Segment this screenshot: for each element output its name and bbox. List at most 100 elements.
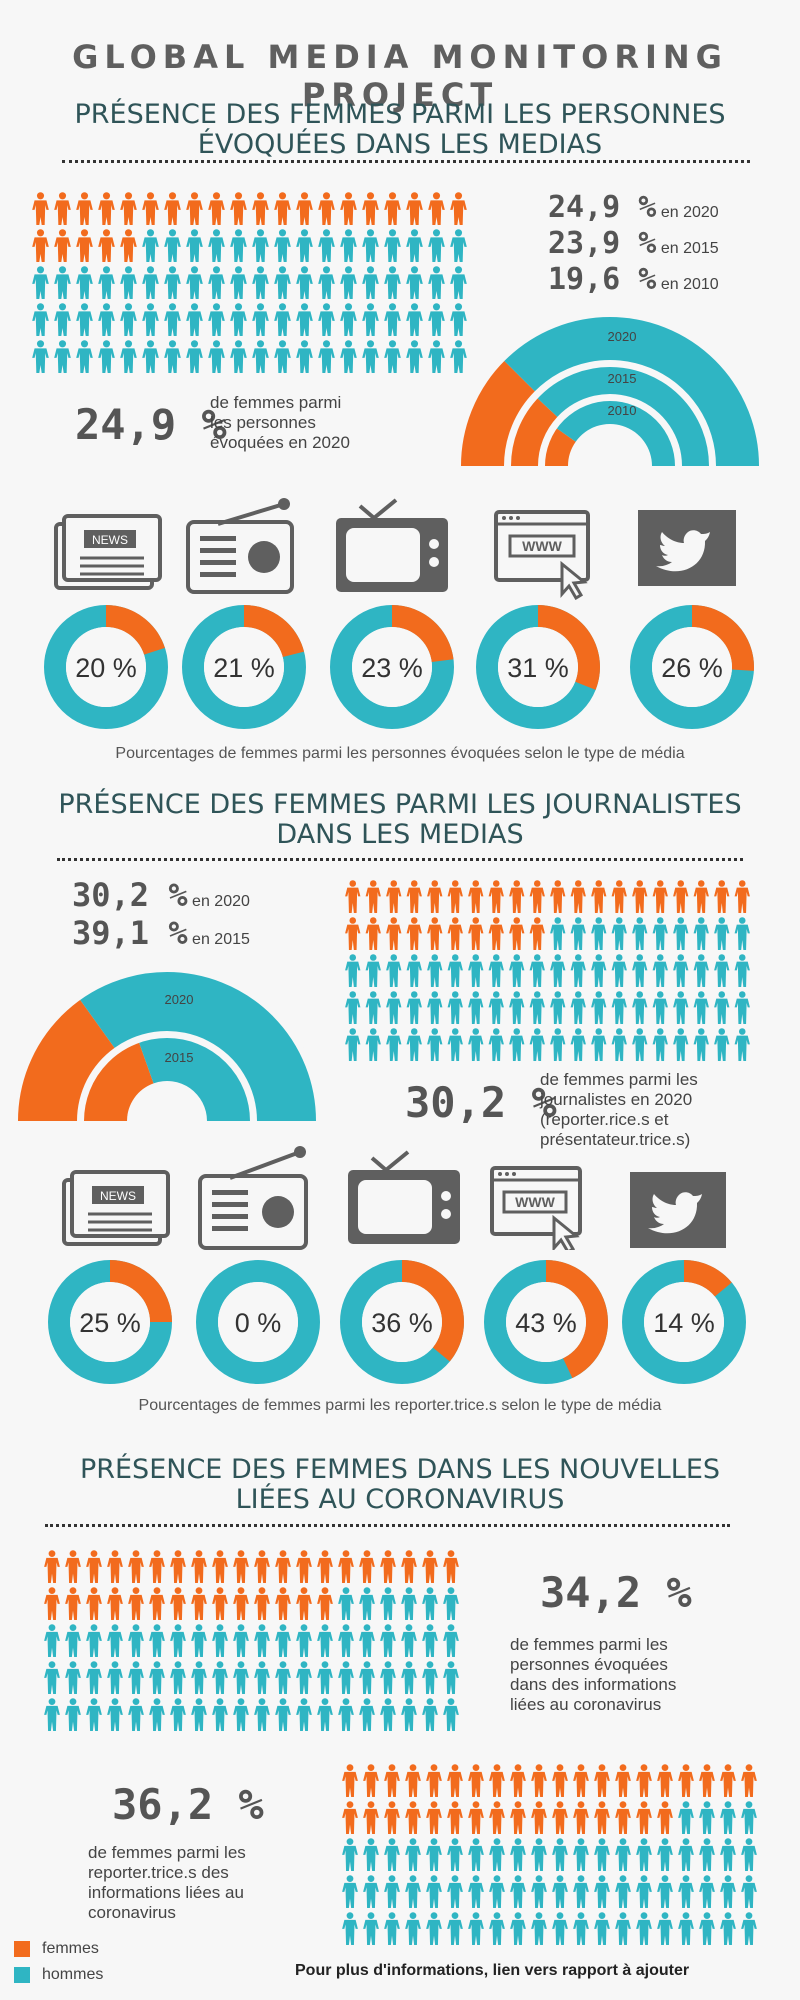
year-label: en 2020 bbox=[192, 893, 250, 910]
person-man bbox=[186, 340, 203, 373]
donut-women-arc bbox=[244, 605, 305, 658]
person-woman bbox=[509, 880, 525, 913]
arc-men-2020 bbox=[78, 969, 319, 1121]
person-man bbox=[405, 1912, 421, 1945]
person-man bbox=[212, 1698, 228, 1731]
person-man bbox=[342, 1912, 358, 1945]
person-man bbox=[488, 954, 504, 987]
person-man bbox=[450, 340, 467, 373]
person-man bbox=[632, 954, 648, 987]
person-man bbox=[741, 1912, 757, 1945]
person-woman bbox=[714, 880, 730, 913]
person-man bbox=[208, 303, 225, 336]
person-woman bbox=[552, 1801, 568, 1834]
person-man bbox=[233, 1698, 249, 1731]
person-man bbox=[318, 229, 335, 262]
section2-title-line2: DANS LES MEDIAS bbox=[276, 819, 524, 850]
person-woman bbox=[76, 229, 93, 262]
person-man bbox=[365, 954, 381, 987]
person-man bbox=[636, 1838, 652, 1871]
person-man bbox=[447, 1028, 463, 1061]
person-man bbox=[386, 954, 402, 987]
person-woman bbox=[186, 192, 203, 225]
donut-label: 26 % bbox=[661, 653, 723, 683]
pictogram-covid-evoked bbox=[44, 1550, 459, 1731]
person-man bbox=[65, 1698, 81, 1731]
year-label: en 2020 bbox=[660, 204, 719, 221]
desc-covid-journalists: de femmes parmi les reporter.trice.s des… bbox=[88, 1843, 246, 1923]
desc-line: journalistes en 2020 bbox=[540, 1090, 693, 1109]
person-man bbox=[509, 991, 525, 1024]
donut-men-ring bbox=[196, 1260, 320, 1384]
person-man bbox=[427, 1028, 443, 1061]
person-man bbox=[406, 954, 422, 987]
arc-label-2010: 2010 bbox=[608, 403, 637, 418]
person-man bbox=[274, 266, 291, 299]
person-woman bbox=[550, 880, 566, 913]
semi-donut-journalists-by-year: 2020 2015 bbox=[12, 966, 322, 1122]
person-man bbox=[573, 1912, 589, 1945]
person-woman bbox=[98, 192, 115, 225]
section3-title: PRÉSENCE DES FEMMES DANS LES NOUVELLES L… bbox=[20, 1455, 780, 1515]
person-woman bbox=[632, 880, 648, 913]
footer-link[interactable]: Pour plus d'informations, lien vers rapp… bbox=[295, 1962, 690, 1979]
twitter-icon bbox=[638, 510, 736, 586]
person-man bbox=[552, 1838, 568, 1871]
desc-line: liées au coronavirus bbox=[510, 1695, 662, 1714]
section2-title: PRÉSENCE DES FEMMES PARMI LES JOURNALIST… bbox=[20, 790, 780, 850]
person-man bbox=[359, 1661, 375, 1694]
person-man bbox=[44, 1624, 60, 1657]
caption-journalists-by-media: Pourcentages de femmes parmi les reporte… bbox=[138, 1397, 662, 1414]
person-man bbox=[426, 1875, 442, 1908]
person-man bbox=[359, 1624, 375, 1657]
pictogram-journalists-2020 bbox=[345, 880, 750, 1061]
donut-label: 21 % bbox=[213, 653, 275, 683]
person-woman bbox=[406, 917, 422, 950]
arc-label-2015: 2015 bbox=[165, 1050, 194, 1065]
person-woman bbox=[531, 1801, 547, 1834]
person-man bbox=[342, 1875, 358, 1908]
person-man bbox=[450, 303, 467, 336]
person-man bbox=[611, 991, 627, 1024]
person-man bbox=[443, 1624, 459, 1657]
person-man bbox=[362, 229, 379, 262]
person-man bbox=[693, 917, 709, 950]
person-woman bbox=[191, 1550, 207, 1583]
person-man bbox=[338, 1661, 354, 1694]
person-woman bbox=[636, 1801, 652, 1834]
person-man bbox=[212, 1661, 228, 1694]
desc-line: personnes évoquées bbox=[510, 1655, 668, 1674]
person-man bbox=[338, 1698, 354, 1731]
person-man bbox=[611, 1028, 627, 1061]
person-man bbox=[380, 1624, 396, 1657]
person-man bbox=[615, 1912, 631, 1945]
person-woman bbox=[107, 1587, 123, 1620]
person-woman bbox=[233, 1587, 249, 1620]
person-woman bbox=[678, 1764, 694, 1797]
person-woman bbox=[489, 1764, 505, 1797]
section1-years: 24,9 % en 2020 23,9 % en 2015 19,6 % en … bbox=[548, 190, 788, 298]
person-woman bbox=[636, 1764, 652, 1797]
big-value-journalists-2020: 30,2 % bbox=[405, 1078, 557, 1127]
arc-separator bbox=[505, 361, 715, 467]
big-value-evoked-2020: 24,9 % bbox=[75, 400, 227, 449]
person-man bbox=[714, 954, 730, 987]
donut-women-arc bbox=[106, 605, 165, 655]
person-man bbox=[86, 1661, 102, 1694]
person-woman bbox=[447, 1764, 463, 1797]
person-man bbox=[422, 1624, 438, 1657]
person-man bbox=[345, 991, 361, 1024]
person-man bbox=[615, 1875, 631, 1908]
desc-line: informations liées au bbox=[88, 1883, 244, 1902]
desc-covid-evoked: de femmes parmi les personnes évoquées d… bbox=[510, 1635, 676, 1715]
legend-item-women: femmes bbox=[14, 1938, 103, 1960]
person-man bbox=[107, 1698, 123, 1731]
person-man bbox=[98, 266, 115, 299]
section1-title-line1: PRÉSENCE DES FEMMES PARMI LES PERSONNES bbox=[74, 99, 726, 130]
person-woman bbox=[164, 192, 181, 225]
person-woman bbox=[594, 1764, 610, 1797]
person-man bbox=[673, 1028, 689, 1061]
person-man bbox=[734, 991, 750, 1024]
person-woman bbox=[254, 1550, 270, 1583]
twitter-icon bbox=[630, 1172, 726, 1248]
